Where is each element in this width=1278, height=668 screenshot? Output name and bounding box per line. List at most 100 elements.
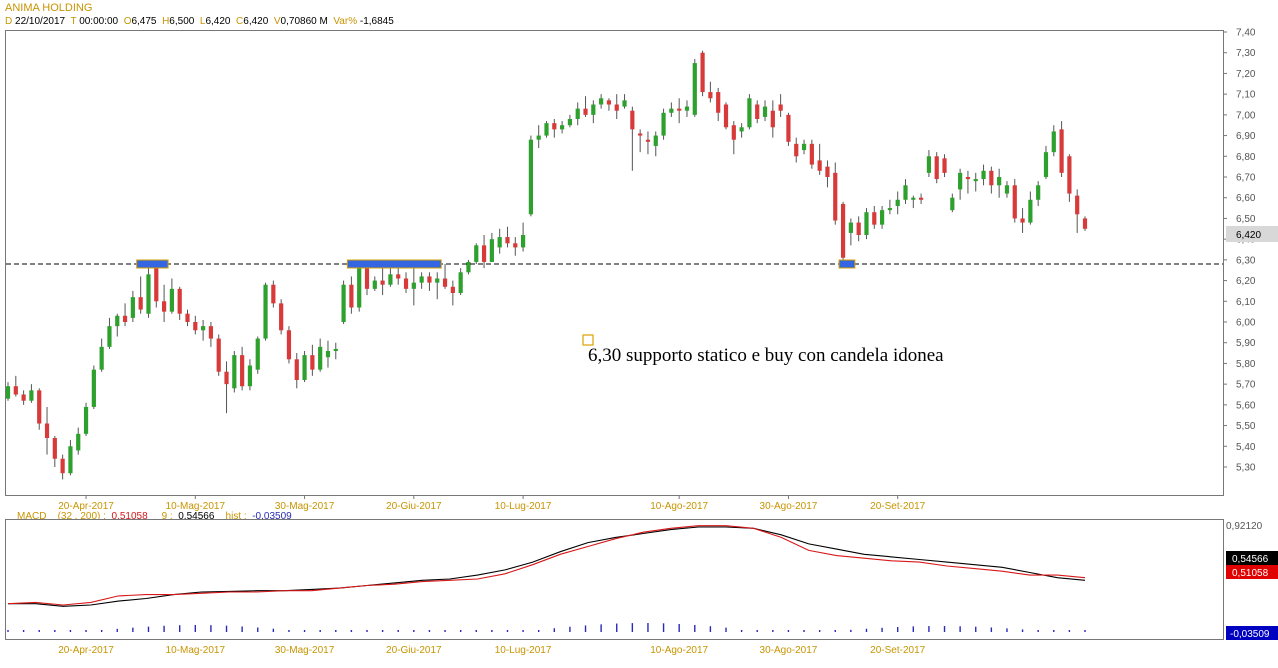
hist-bar bbox=[506, 630, 509, 632]
hist-bar bbox=[553, 628, 556, 632]
candle-body bbox=[357, 268, 362, 308]
hist-bar bbox=[647, 623, 649, 632]
candle-body bbox=[427, 276, 432, 283]
candle-body bbox=[44, 423, 50, 438]
close-value: 6,420 bbox=[243, 16, 269, 27]
candle-body bbox=[653, 135, 658, 146]
candle-body bbox=[895, 199, 900, 206]
hist-bar bbox=[7, 630, 9, 632]
candle-body bbox=[1082, 218, 1088, 229]
candle-body bbox=[450, 286, 455, 293]
y-tick-label: 6,90 bbox=[1236, 131, 1256, 142]
macd-x-tick-label: 20-Set-2017 bbox=[870, 645, 925, 656]
hist-bar bbox=[428, 630, 431, 632]
candle-body bbox=[544, 123, 549, 136]
date-value: 22/10/2017 bbox=[15, 16, 66, 27]
candle-body bbox=[481, 245, 487, 262]
macd-x-tick-label: 20-Apr-2017 bbox=[58, 645, 114, 656]
candle-body bbox=[614, 104, 619, 111]
hist-bar bbox=[912, 626, 915, 632]
hist-bar bbox=[381, 630, 384, 632]
candle-body bbox=[60, 458, 65, 474]
low-key: L bbox=[199, 16, 206, 27]
hist-bar bbox=[865, 628, 868, 632]
candle-body bbox=[638, 133, 643, 136]
candle-body bbox=[645, 139, 651, 142]
x-tick-label: 20-Apr-2017 bbox=[58, 501, 114, 512]
hist-bar bbox=[350, 630, 353, 632]
macd-x-tick-label: 30-Mag-2017 bbox=[275, 645, 335, 656]
candle-body bbox=[13, 386, 18, 395]
high-value: 6,500 bbox=[169, 16, 195, 27]
candle-body bbox=[755, 104, 760, 119]
y-tick-label: 6,10 bbox=[1236, 297, 1256, 308]
open-key: O bbox=[123, 16, 132, 27]
hist-bar bbox=[522, 630, 524, 632]
y-tick-label: 6,00 bbox=[1236, 318, 1256, 329]
macd-badge bbox=[1226, 565, 1278, 579]
candle-body bbox=[591, 104, 596, 115]
candle-body bbox=[677, 108, 682, 111]
hist-bar bbox=[1084, 630, 1086, 632]
hist-bar bbox=[491, 630, 493, 632]
candle-body bbox=[926, 156, 932, 173]
hist-bar bbox=[54, 630, 56, 632]
hist-bar bbox=[288, 630, 290, 632]
candle-body bbox=[973, 179, 978, 182]
hist-bar bbox=[38, 630, 40, 632]
candle-body bbox=[232, 355, 237, 389]
candle-body bbox=[396, 274, 401, 279]
var-value: -1,6845 bbox=[359, 16, 394, 27]
candle-body bbox=[692, 63, 697, 115]
candle-body bbox=[318, 346, 323, 370]
macd-badge-label: 0,51058 bbox=[1232, 568, 1269, 579]
high-key: H bbox=[162, 16, 170, 27]
macd-x-tick-label: 10-Lug-2017 bbox=[495, 645, 552, 656]
date-key: D bbox=[5, 16, 13, 27]
annotation-text: 6,30 supporto statico e buy con candela … bbox=[588, 345, 944, 366]
candle-body bbox=[513, 243, 518, 248]
candle-body bbox=[224, 371, 229, 385]
open-value: 6,475 bbox=[131, 16, 157, 27]
hist-bar bbox=[616, 623, 618, 632]
macd-readout: MACD (32 , 200) : 0,51058 9 : 0,54566 hi… bbox=[17, 511, 292, 522]
hist-bar bbox=[772, 630, 774, 632]
y-tick-label: 5,60 bbox=[1236, 400, 1256, 411]
candle-body bbox=[115, 315, 120, 327]
candle-body bbox=[302, 355, 307, 380]
candle-body bbox=[76, 433, 81, 451]
hist-bar bbox=[69, 630, 72, 632]
macd-params: (32 , 200) : bbox=[57, 511, 106, 522]
candle-body bbox=[161, 301, 167, 312]
hist-bar bbox=[241, 626, 243, 632]
close-key: C bbox=[236, 16, 244, 27]
x-tick-label: 10-Lug-2017 bbox=[495, 501, 552, 512]
candle-body bbox=[388, 274, 393, 285]
candle-body bbox=[716, 92, 721, 113]
candle-body bbox=[146, 274, 151, 314]
hist-bar bbox=[709, 626, 712, 632]
candle-body bbox=[630, 110, 635, 130]
y-tick-label: 5,80 bbox=[1236, 359, 1256, 370]
macd-x-tick-label: 20-Giu-2017 bbox=[386, 645, 442, 656]
candle-body bbox=[739, 127, 744, 132]
candle-body bbox=[934, 156, 939, 180]
candle-body bbox=[240, 355, 245, 387]
candle-body bbox=[5, 386, 11, 399]
y-tick-label: 6,80 bbox=[1236, 152, 1256, 163]
candle-body bbox=[801, 143, 807, 151]
x-tick-label: 10-Mag-2017 bbox=[166, 501, 226, 512]
candle-body bbox=[903, 185, 908, 200]
support-box bbox=[838, 259, 856, 269]
x-tick-label: 20-Giu-2017 bbox=[386, 501, 442, 512]
candle-body bbox=[442, 278, 448, 287]
candle-body bbox=[887, 208, 892, 211]
hist-bar bbox=[163, 625, 165, 632]
support-box bbox=[136, 259, 169, 269]
candle-body bbox=[840, 203, 846, 258]
volume-value: 0,70860 M bbox=[280, 16, 328, 27]
candle-body bbox=[770, 110, 775, 128]
hist-bar bbox=[85, 630, 87, 632]
candle-body bbox=[1067, 156, 1072, 194]
